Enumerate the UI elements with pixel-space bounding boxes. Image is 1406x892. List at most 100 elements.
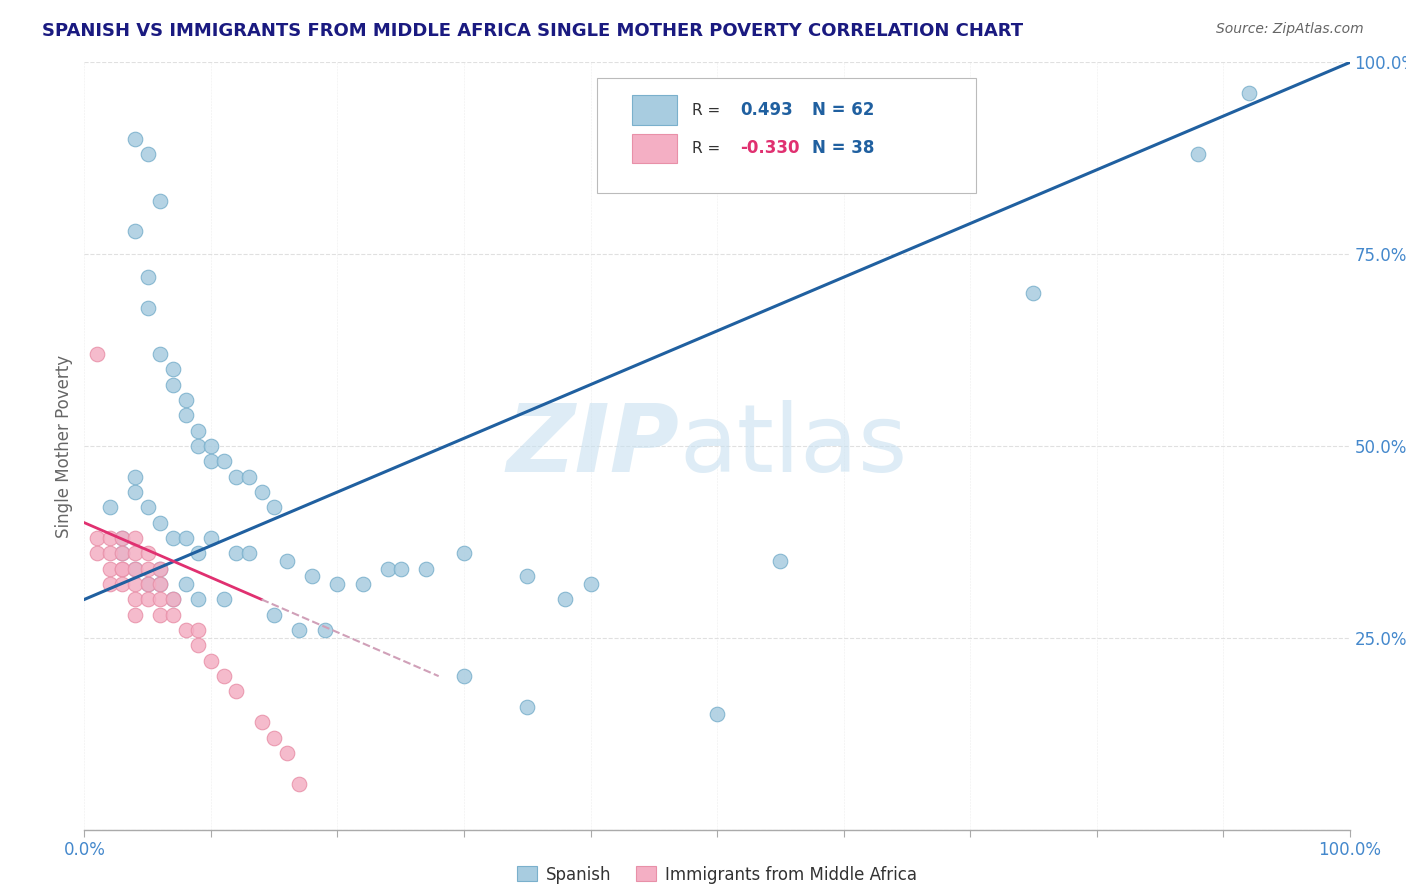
- Point: [111, 562, 134, 576]
- Point: [174, 392, 197, 407]
- Point: [124, 485, 146, 500]
- Point: [124, 224, 146, 238]
- Point: [212, 454, 235, 468]
- Point: [1187, 147, 1209, 161]
- Point: [124, 132, 146, 146]
- Text: ZIP: ZIP: [506, 400, 679, 492]
- Point: [162, 531, 184, 545]
- Point: [162, 377, 184, 392]
- Point: [124, 562, 146, 576]
- Point: [326, 577, 349, 591]
- Point: [111, 546, 134, 560]
- Point: [212, 592, 235, 607]
- Point: [136, 500, 159, 515]
- Point: [174, 623, 197, 637]
- Y-axis label: Single Mother Poverty: Single Mother Poverty: [55, 354, 73, 538]
- Point: [162, 362, 184, 376]
- Point: [136, 147, 159, 161]
- Text: 0.493: 0.493: [740, 101, 793, 119]
- Point: [276, 746, 298, 760]
- Text: R =: R =: [692, 103, 725, 118]
- Point: [706, 707, 728, 722]
- Bar: [633, 134, 676, 163]
- Point: [200, 531, 222, 545]
- Point: [111, 531, 134, 545]
- Point: [86, 531, 108, 545]
- Point: [124, 531, 146, 545]
- Point: [162, 592, 184, 607]
- Point: [98, 546, 121, 560]
- Point: [250, 485, 273, 500]
- Point: [187, 424, 209, 438]
- Text: Source: ZipAtlas.com: Source: ZipAtlas.com: [1216, 22, 1364, 37]
- Bar: [633, 95, 676, 125]
- Point: [149, 516, 172, 530]
- Point: [162, 592, 184, 607]
- Point: [174, 531, 197, 545]
- Point: [187, 639, 209, 653]
- Point: [579, 577, 602, 591]
- Point: [174, 577, 197, 591]
- Text: N = 38: N = 38: [813, 139, 875, 157]
- Text: SPANISH VS IMMIGRANTS FROM MIDDLE AFRICA SINGLE MOTHER POVERTY CORRELATION CHART: SPANISH VS IMMIGRANTS FROM MIDDLE AFRICA…: [42, 22, 1024, 40]
- Point: [263, 731, 285, 745]
- Point: [187, 546, 209, 560]
- Point: [238, 469, 260, 483]
- Legend: Spanish, Immigrants from Middle Africa: Spanish, Immigrants from Middle Africa: [510, 859, 924, 890]
- Point: [288, 776, 311, 790]
- Point: [225, 684, 247, 698]
- Point: [1022, 285, 1045, 300]
- Point: [124, 577, 146, 591]
- Point: [124, 607, 146, 622]
- Point: [200, 439, 222, 453]
- Point: [136, 301, 159, 315]
- Point: [98, 531, 121, 545]
- Point: [149, 577, 172, 591]
- Point: [187, 623, 209, 637]
- Point: [187, 439, 209, 453]
- Point: [516, 699, 538, 714]
- Point: [263, 500, 285, 515]
- Point: [149, 562, 172, 576]
- Point: [301, 569, 323, 583]
- Point: [111, 577, 134, 591]
- Point: [238, 546, 260, 560]
- Point: [111, 562, 134, 576]
- Point: [225, 469, 247, 483]
- Point: [136, 562, 159, 576]
- Text: -0.330: -0.330: [740, 139, 800, 157]
- Point: [162, 607, 184, 622]
- Point: [516, 569, 538, 583]
- Point: [225, 546, 247, 560]
- Point: [124, 592, 146, 607]
- Point: [415, 562, 437, 576]
- Point: [98, 577, 121, 591]
- Point: [200, 454, 222, 468]
- Point: [200, 654, 222, 668]
- Point: [98, 562, 121, 576]
- Point: [86, 546, 108, 560]
- Point: [212, 669, 235, 683]
- Point: [111, 546, 134, 560]
- Point: [377, 562, 399, 576]
- Point: [288, 623, 311, 637]
- Point: [111, 531, 134, 545]
- Point: [263, 607, 285, 622]
- Point: [769, 554, 792, 568]
- Point: [136, 592, 159, 607]
- Point: [453, 669, 475, 683]
- Point: [149, 607, 172, 622]
- Point: [453, 546, 475, 560]
- Point: [174, 409, 197, 423]
- Point: [314, 623, 336, 637]
- Point: [86, 347, 108, 361]
- Text: R =: R =: [692, 141, 725, 156]
- Point: [124, 562, 146, 576]
- Point: [124, 546, 146, 560]
- Point: [149, 562, 172, 576]
- Point: [250, 715, 273, 730]
- Point: [352, 577, 374, 591]
- Point: [149, 577, 172, 591]
- Point: [136, 577, 159, 591]
- Text: N = 62: N = 62: [813, 101, 875, 119]
